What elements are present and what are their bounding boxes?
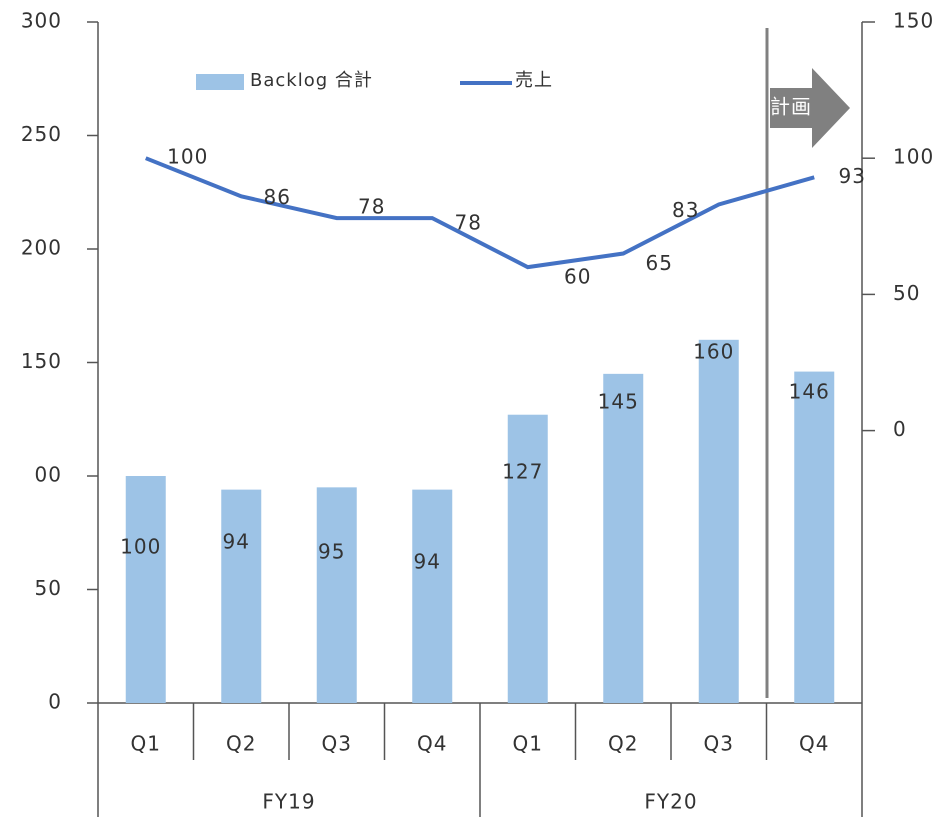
x-tick-label: Q4 [799, 732, 829, 756]
group-label: FY19 [262, 790, 315, 814]
line-value-label: 78 [358, 195, 385, 219]
bar-value-label: 94 [223, 530, 250, 554]
x-tick-label: Q3 [704, 732, 734, 756]
y2-tick-label: 50 [893, 281, 920, 305]
y-tick-label: 250 [21, 122, 62, 146]
bar [698, 339, 739, 703]
line-value-label: 86 [264, 185, 291, 209]
x-tick-label: Q3 [322, 732, 352, 756]
y-tick-label: 150 [21, 349, 62, 373]
line-value-label: 100 [167, 145, 208, 169]
bar [125, 476, 166, 703]
bar [412, 489, 453, 703]
legend-swatch [196, 74, 244, 90]
x-tick-label: Q2 [608, 732, 638, 756]
bar-value-label: 127 [502, 460, 543, 484]
line-value-label: 83 [672, 198, 699, 222]
y-tick-label: 200 [21, 236, 62, 260]
annotation: 計画 [770, 95, 812, 119]
legend-label: Backlog 合計 [250, 70, 373, 91]
y-tick-label: 50 [35, 576, 62, 600]
y2-tick-label: 0 [893, 417, 907, 441]
line-value-label: 65 [646, 251, 673, 275]
bar-value-label: 95 [318, 540, 345, 564]
line-value-label: 78 [455, 211, 482, 235]
y-tick-label: 0 [48, 690, 62, 714]
y-tick-label: 00 [35, 463, 62, 487]
bar-value-label: 100 [120, 535, 161, 559]
x-tick-label: Q2 [226, 732, 256, 756]
bar-value-label: 160 [693, 340, 734, 364]
line-value-label: 60 [564, 265, 591, 289]
y-tick-label: 300 [21, 9, 62, 33]
y2-tick-label: 100 [893, 145, 934, 169]
legend-label: 売上 [515, 70, 553, 91]
line-value-label: 93 [839, 164, 866, 188]
bar [221, 489, 262, 703]
bar [507, 414, 548, 703]
bar-value-label: 94 [414, 550, 441, 574]
bar [603, 373, 644, 703]
y2-tick-label: 150 [893, 9, 934, 33]
plan-arrow [770, 68, 850, 148]
x-tick-label: Q1 [513, 732, 543, 756]
x-tick-label: Q1 [131, 732, 161, 756]
bar [794, 371, 835, 703]
line [145, 156, 815, 270]
bar-value-label: 145 [598, 390, 639, 414]
bar [316, 487, 357, 703]
x-tick-label: Q4 [417, 732, 447, 756]
group-label: FY20 [644, 790, 697, 814]
bar-value-label: 146 [789, 380, 830, 404]
